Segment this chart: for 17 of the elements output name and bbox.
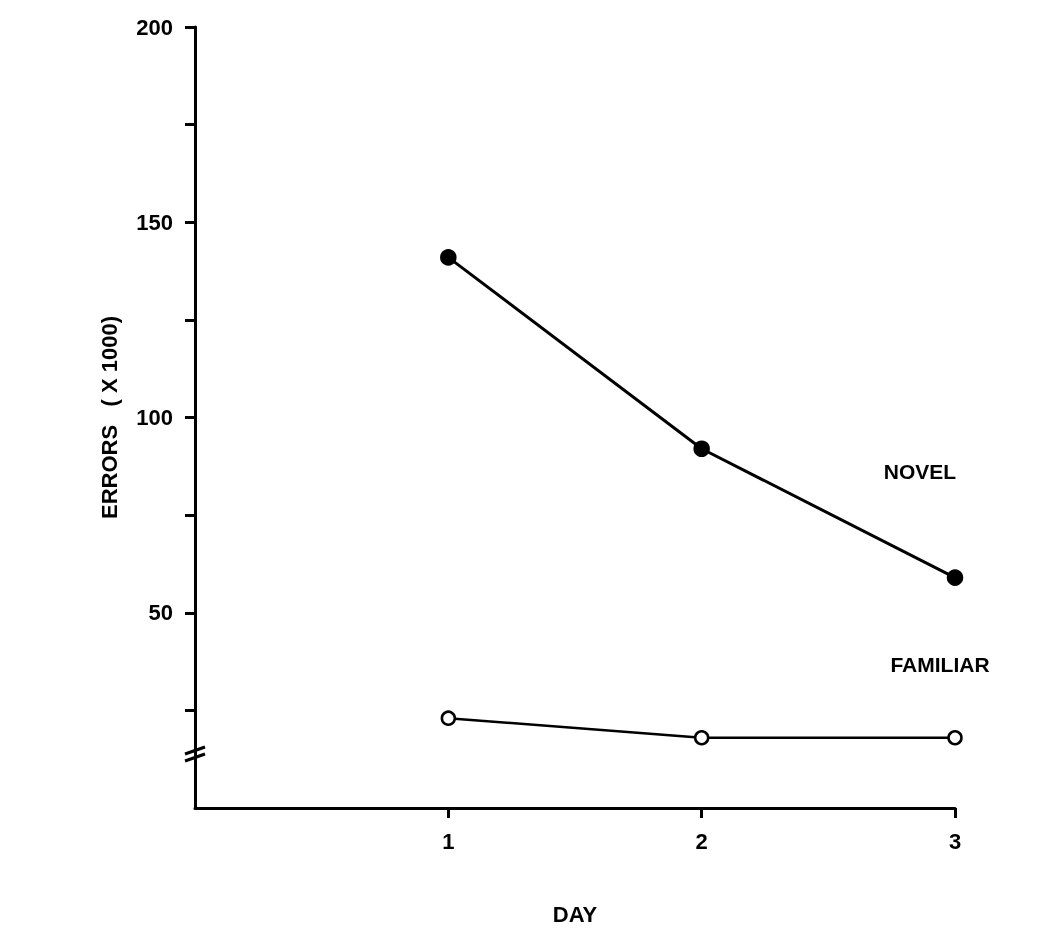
point xyxy=(946,569,964,586)
x-tick-label: 3 xyxy=(948,828,962,854)
text: NOVEL xyxy=(883,460,957,484)
x-tick-label: 2 xyxy=(695,828,708,854)
y-tick-label: 200 xyxy=(136,14,173,40)
y-tick-label: 50 xyxy=(148,600,173,626)
point xyxy=(440,249,457,266)
point xyxy=(693,440,710,457)
y-axis-title: ERRORS ( X 1000) xyxy=(96,316,122,519)
point xyxy=(693,729,710,746)
point xyxy=(947,729,963,746)
text: FAMILIAR xyxy=(890,652,990,676)
y-tick-label: 100 xyxy=(136,405,173,430)
y-tick-label: 150 xyxy=(136,209,173,235)
x-tick-label: 1 xyxy=(442,828,455,854)
point xyxy=(440,710,457,726)
x-axis-title: DAY xyxy=(552,901,598,927)
